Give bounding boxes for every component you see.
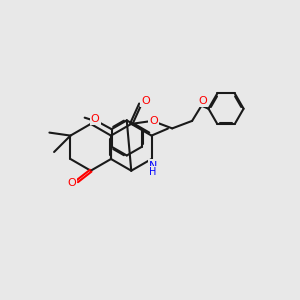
Text: O: O	[141, 96, 150, 106]
Text: N: N	[149, 160, 157, 171]
Text: O: O	[199, 96, 207, 106]
Text: H: H	[149, 167, 157, 177]
Text: O: O	[149, 116, 158, 126]
Text: O: O	[91, 114, 100, 124]
Text: O: O	[68, 178, 76, 188]
